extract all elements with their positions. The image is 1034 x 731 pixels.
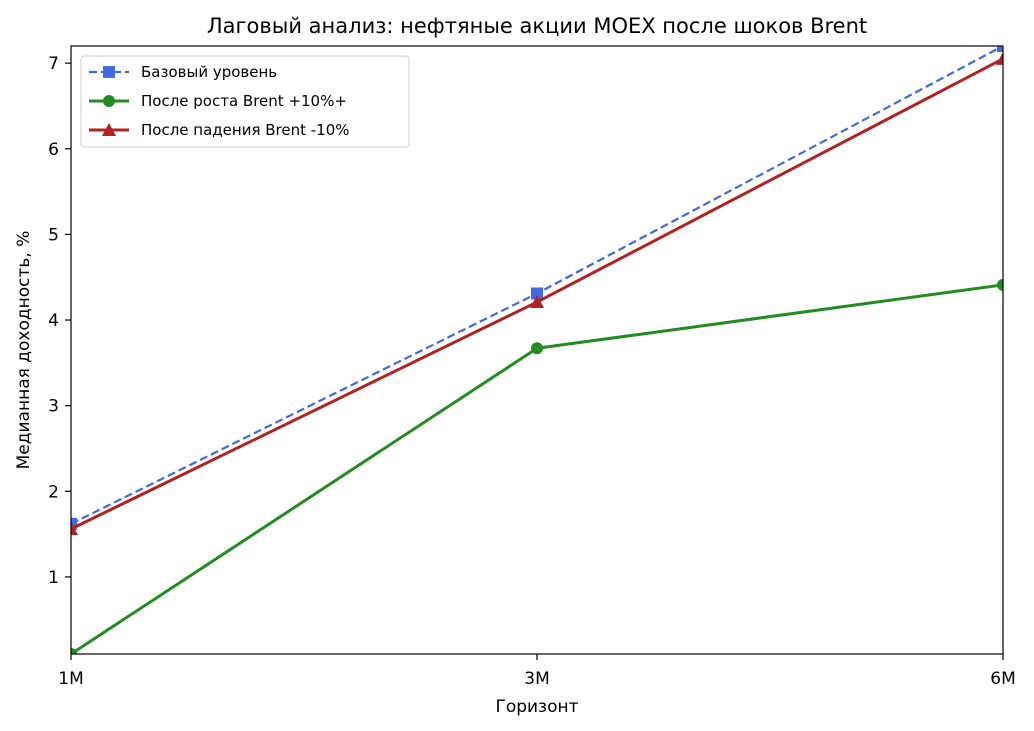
data-point <box>71 648 77 654</box>
data-point <box>71 517 77 530</box>
y-tick-label: 1 <box>48 568 59 588</box>
y-tick-label: 3 <box>48 397 59 417</box>
data-point <box>531 342 543 355</box>
legend-box <box>80 55 410 148</box>
legend-label: После падения Brent -10% <box>141 121 350 139</box>
legend-marker <box>103 66 115 78</box>
data-point <box>997 46 1003 52</box>
chart-title: Лаговый анализ: нефтяные акции MOEX посл… <box>207 14 867 38</box>
legend-marker <box>102 123 116 136</box>
x-tick-label: 1M <box>58 669 83 689</box>
y-tick-label: 4 <box>48 311 59 331</box>
x-tick-label: 3M <box>524 669 549 689</box>
legend-label: После роста Brent +10%+ <box>141 92 347 110</box>
y-tick-label: 6 <box>48 140 59 160</box>
y-tick-label: 5 <box>48 225 59 245</box>
legend-label: Базовый уровень <box>141 63 277 81</box>
x-tick-label: 6M <box>990 669 1015 689</box>
legend: Базовый уровень После роста Brent +10%+ По… <box>80 55 410 148</box>
legend-marker <box>103 95 115 107</box>
series-group <box>71 46 1003 654</box>
x-axis: 1M 3M 6M <box>58 654 1016 689</box>
y-axis: 1 2 3 4 5 6 7 <box>48 54 71 588</box>
x-axis-label: Горизонт <box>495 697 578 717</box>
y-tick-label: 2 <box>48 482 59 502</box>
y-tick-label: 7 <box>48 54 59 74</box>
data-point <box>997 278 1003 291</box>
y-axis-label: Медианная доходность, % <box>14 231 34 470</box>
data-point <box>531 287 543 300</box>
data-point <box>530 295 544 309</box>
data-point <box>996 51 1003 65</box>
series-layer <box>71 46 1003 654</box>
data-point <box>71 521 78 535</box>
